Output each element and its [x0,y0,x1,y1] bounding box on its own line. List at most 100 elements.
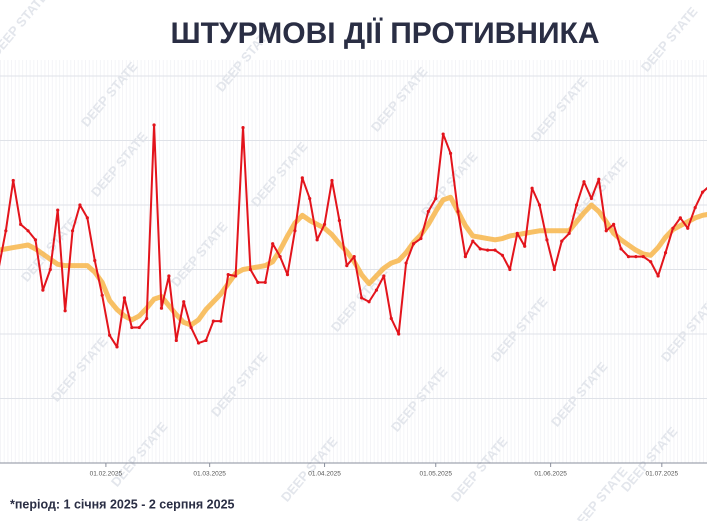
data-point [300,176,304,180]
data-point [78,203,82,207]
data-point [567,231,571,235]
data-point [145,316,149,321]
data-point [389,316,393,321]
data-point [545,238,549,242]
data-point [552,267,556,272]
x-tick-label: 01.02.2025 [90,471,123,478]
data-point [448,151,453,155]
data-point [560,239,564,243]
data-point [137,325,141,330]
data-point [656,274,660,278]
watermark: DEEP STATE [0,0,51,60]
data-point [374,288,379,292]
x-axis: 01.02.2025 01.03.2025 01.04.2025 01.05.2025… [0,462,707,478]
data-point [626,255,631,259]
data-point [152,123,156,127]
data-point [26,229,30,233]
data-point [278,255,282,259]
data-point [493,248,497,252]
data-point [478,247,482,251]
data-point [582,180,586,184]
lines [0,123,707,349]
footnote: *період: 1 січня 2025 - 2 серпня 2025 [10,497,235,511]
data-point [337,218,341,223]
data-point [189,325,193,330]
data-point [515,231,519,235]
data-point [411,242,416,246]
data-point [678,216,682,220]
data-point [234,274,238,278]
data-point [211,319,215,323]
data-point [537,203,542,207]
data-point [33,238,38,242]
data-point [612,222,616,226]
data-point [352,255,356,259]
data-point [11,178,15,183]
data-point [115,345,119,349]
data-point [167,274,171,278]
data-point [70,229,75,233]
grid [0,75,707,464]
data-point [649,260,653,264]
data-point [219,319,223,323]
data-point [285,273,290,277]
x-tick-label: 01.05.2025 [419,471,452,478]
data-point [159,306,164,310]
data-point [500,253,505,257]
data-point [404,261,408,265]
data-point [48,267,52,272]
data-point [434,196,438,201]
data-point [693,205,697,210]
data-point [19,222,23,226]
data-point [174,338,178,343]
data-point [271,242,275,246]
data-point [241,126,245,130]
data-point [619,247,623,251]
x-tick-label: 01.04.2025 [308,471,341,478]
data-point [182,300,186,304]
data-point [4,229,8,233]
data-point [441,132,445,136]
x-tick-label: 01.07.2025 [646,471,679,478]
data-point [530,186,534,190]
data-point [63,309,67,313]
data-point [700,190,705,194]
data-point [663,251,668,255]
x-tick-label: 01.06.2025 [534,471,567,478]
data-point [107,333,112,337]
data-point [686,226,690,230]
data-point [100,293,104,297]
data-point [589,196,594,201]
data-point [641,255,645,259]
data-point [597,177,601,181]
data-line [0,124,707,348]
data-point [419,236,423,241]
data-point [330,178,334,183]
data-point [93,258,97,263]
data-point [248,267,253,272]
data-point [226,273,230,277]
data-point [256,280,260,284]
data-point [345,264,349,268]
data-point [463,255,467,259]
data-point [322,222,327,226]
data-point [130,325,134,330]
watermark: DEEP STATE [568,464,631,521]
data-point [360,296,364,300]
data-point [122,296,127,300]
data-point [293,229,297,233]
data-point [263,280,267,284]
data-point [85,216,89,220]
data-point [196,341,201,345]
data-point [397,332,401,336]
chart-title: ШТУРМОВІ ДІЇ ПРОТИВНИКА [171,17,600,50]
data-point [671,226,675,230]
data-point [308,196,312,201]
data-point [426,209,430,214]
data-point [56,208,60,212]
data-point [508,267,512,272]
data-point [634,255,638,259]
data-point [604,229,608,233]
